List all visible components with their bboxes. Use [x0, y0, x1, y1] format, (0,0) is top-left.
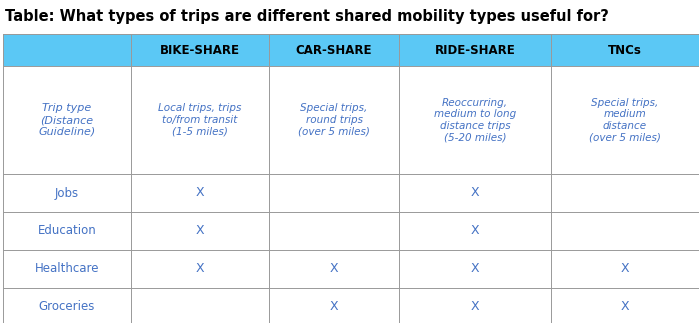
- Text: X: X: [196, 186, 204, 200]
- Text: X: X: [330, 263, 338, 276]
- Text: X: X: [621, 300, 629, 314]
- Text: X: X: [621, 263, 629, 276]
- Text: Groceries: Groceries: [39, 300, 95, 314]
- Text: Reoccurring,
medium to long
distance trips
(5-20 miles): Reoccurring, medium to long distance tri…: [434, 98, 516, 142]
- Text: Special trips,
medium
distance
(over 5 miles): Special trips, medium distance (over 5 m…: [589, 98, 661, 142]
- Text: X: X: [470, 263, 480, 276]
- Text: X: X: [470, 300, 480, 314]
- Text: X: X: [196, 224, 204, 237]
- Text: RIDE-SHARE: RIDE-SHARE: [435, 44, 515, 57]
- Text: X: X: [470, 224, 480, 237]
- Text: Education: Education: [38, 224, 96, 237]
- Text: Trip type
(Distance
Guideline): Trip type (Distance Guideline): [38, 103, 96, 137]
- Text: X: X: [330, 300, 338, 314]
- Text: X: X: [470, 186, 480, 200]
- Text: BIKE-SHARE: BIKE-SHARE: [160, 44, 240, 57]
- Text: X: X: [196, 263, 204, 276]
- Text: Jobs: Jobs: [55, 186, 79, 200]
- Text: Healthcare: Healthcare: [35, 263, 99, 276]
- Text: Table: What types of trips are different shared mobility types useful for?: Table: What types of trips are different…: [5, 8, 609, 24]
- Text: Special trips,
round trips
(over 5 miles): Special trips, round trips (over 5 miles…: [298, 103, 370, 137]
- Text: CAR-SHARE: CAR-SHARE: [296, 44, 373, 57]
- Text: TNCs: TNCs: [608, 44, 642, 57]
- Text: Local trips, trips
to/from transit
(1-5 miles): Local trips, trips to/from transit (1-5 …: [158, 103, 242, 137]
